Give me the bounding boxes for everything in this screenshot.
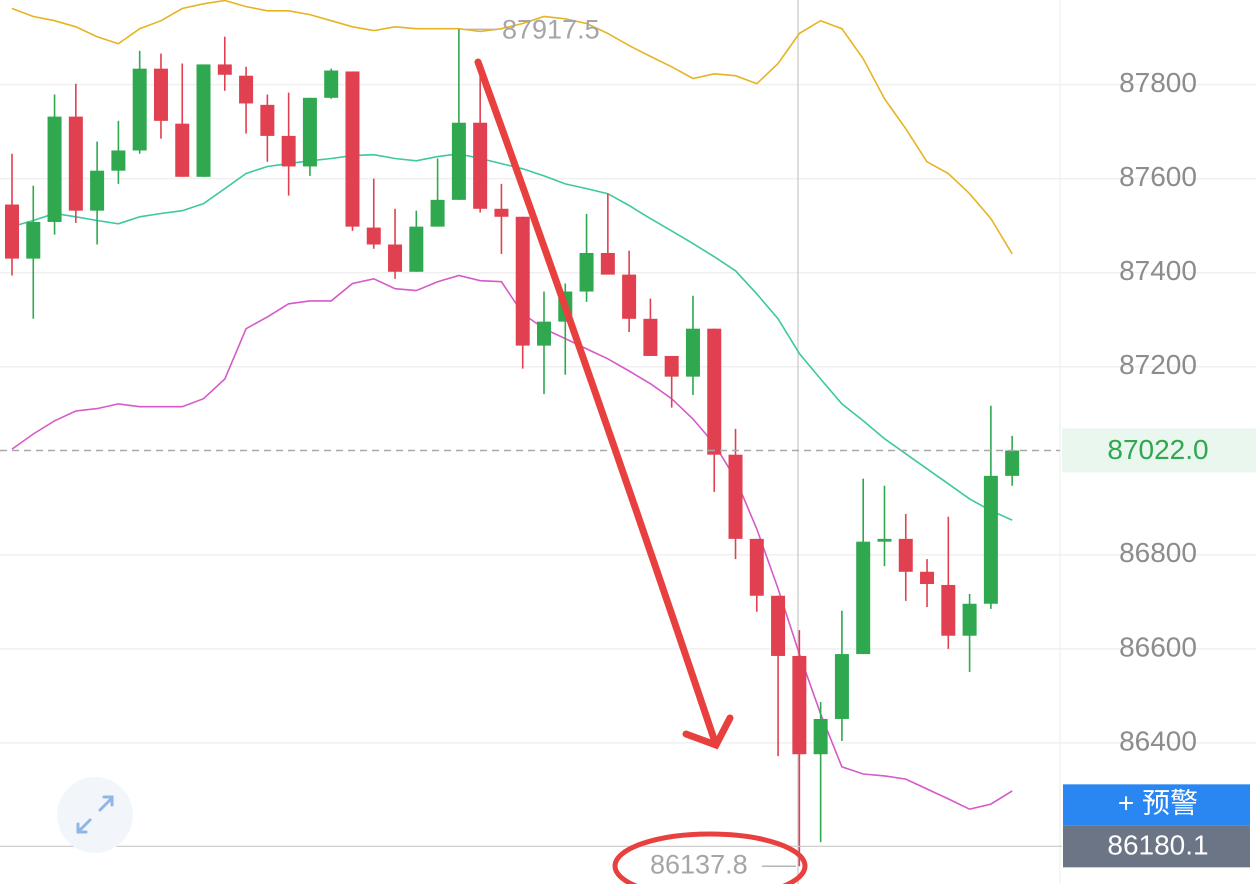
candle-body	[515, 216, 530, 346]
candle-body	[132, 68, 147, 151]
candle-body	[47, 116, 62, 222]
band-line	[11, 274, 1013, 811]
arrow-annotation	[474, 58, 734, 750]
y-tick-label: 87600	[1119, 161, 1197, 192]
candle-body	[111, 150, 126, 171]
y-tick-label: 87800	[1119, 67, 1197, 98]
circle-annotation	[612, 831, 808, 884]
candle-body	[366, 227, 381, 245]
y-tick-label: 87400	[1119, 255, 1197, 286]
arrow-shaft	[474, 58, 720, 749]
low-mark-label: 86137.8	[650, 849, 748, 879]
crosshair-price-label: 86180.1	[1107, 830, 1208, 861]
candle-body	[153, 68, 168, 121]
candle-body	[345, 71, 360, 227]
candle-body	[409, 226, 424, 272]
candle-body	[302, 97, 317, 167]
candle-body	[260, 104, 275, 136]
candle-body	[771, 595, 786, 656]
last-price-bg	[1062, 428, 1256, 473]
candle-body	[664, 355, 679, 377]
candle-body	[430, 199, 445, 227]
candle-body	[1005, 450, 1020, 476]
candle-body	[877, 538, 892, 542]
band-line	[11, 0, 1013, 255]
alert-button[interactable]: + 预警	[1118, 788, 1198, 819]
candle-body	[281, 135, 296, 167]
grid	[0, 83, 1256, 744]
candle-body	[685, 328, 700, 377]
y-tick-label: 87200	[1119, 349, 1197, 380]
candle-body	[494, 208, 509, 217]
candle-body	[643, 318, 658, 356]
alert-button-bg[interactable]	[1063, 784, 1250, 826]
candle-body	[196, 64, 211, 177]
last-price-label: 87022.0	[1107, 434, 1208, 465]
candle-body	[537, 321, 551, 346]
candle-body	[239, 75, 254, 104]
candle-body	[728, 454, 743, 539]
candle-body	[451, 122, 466, 200]
candle-body	[68, 116, 83, 211]
y-tick-label: 86600	[1119, 631, 1197, 662]
candle-body	[749, 538, 764, 596]
candle-body	[90, 170, 105, 211]
expand-button[interactable]	[57, 777, 133, 853]
expand-button-bg[interactable]	[57, 777, 133, 853]
candle-body	[26, 221, 41, 259]
candle-body	[792, 655, 807, 755]
candle-body	[579, 252, 594, 292]
candle-body	[962, 603, 977, 636]
expand-icon[interactable]	[76, 795, 114, 834]
candle-body	[5, 204, 19, 259]
candle-body	[983, 475, 998, 604]
candle-body	[920, 571, 935, 585]
candle-body	[388, 244, 403, 272]
candle-body	[941, 584, 956, 636]
y-tick-label: 86400	[1119, 725, 1197, 756]
candle-body	[217, 64, 232, 75]
candle-body	[856, 541, 871, 655]
overlay: 87022.0 87917.5 86137.8 86180.1 + 预警	[0, 15, 1256, 879]
arrow-head	[682, 714, 734, 750]
candle-body	[473, 122, 488, 209]
y-tick-label: 86800	[1119, 537, 1197, 568]
candle-body	[834, 654, 849, 719]
candle-body	[175, 123, 190, 177]
candle-body	[324, 70, 339, 98]
candles	[5, 29, 1020, 867]
candle-body	[600, 252, 615, 275]
crosshair-price-bg	[1063, 825, 1250, 868]
candle-body	[622, 274, 637, 319]
high-mark-label: 87917.5	[502, 15, 600, 45]
candle-body	[813, 718, 828, 755]
candle-body	[707, 328, 722, 455]
candle-body	[898, 538, 913, 572]
